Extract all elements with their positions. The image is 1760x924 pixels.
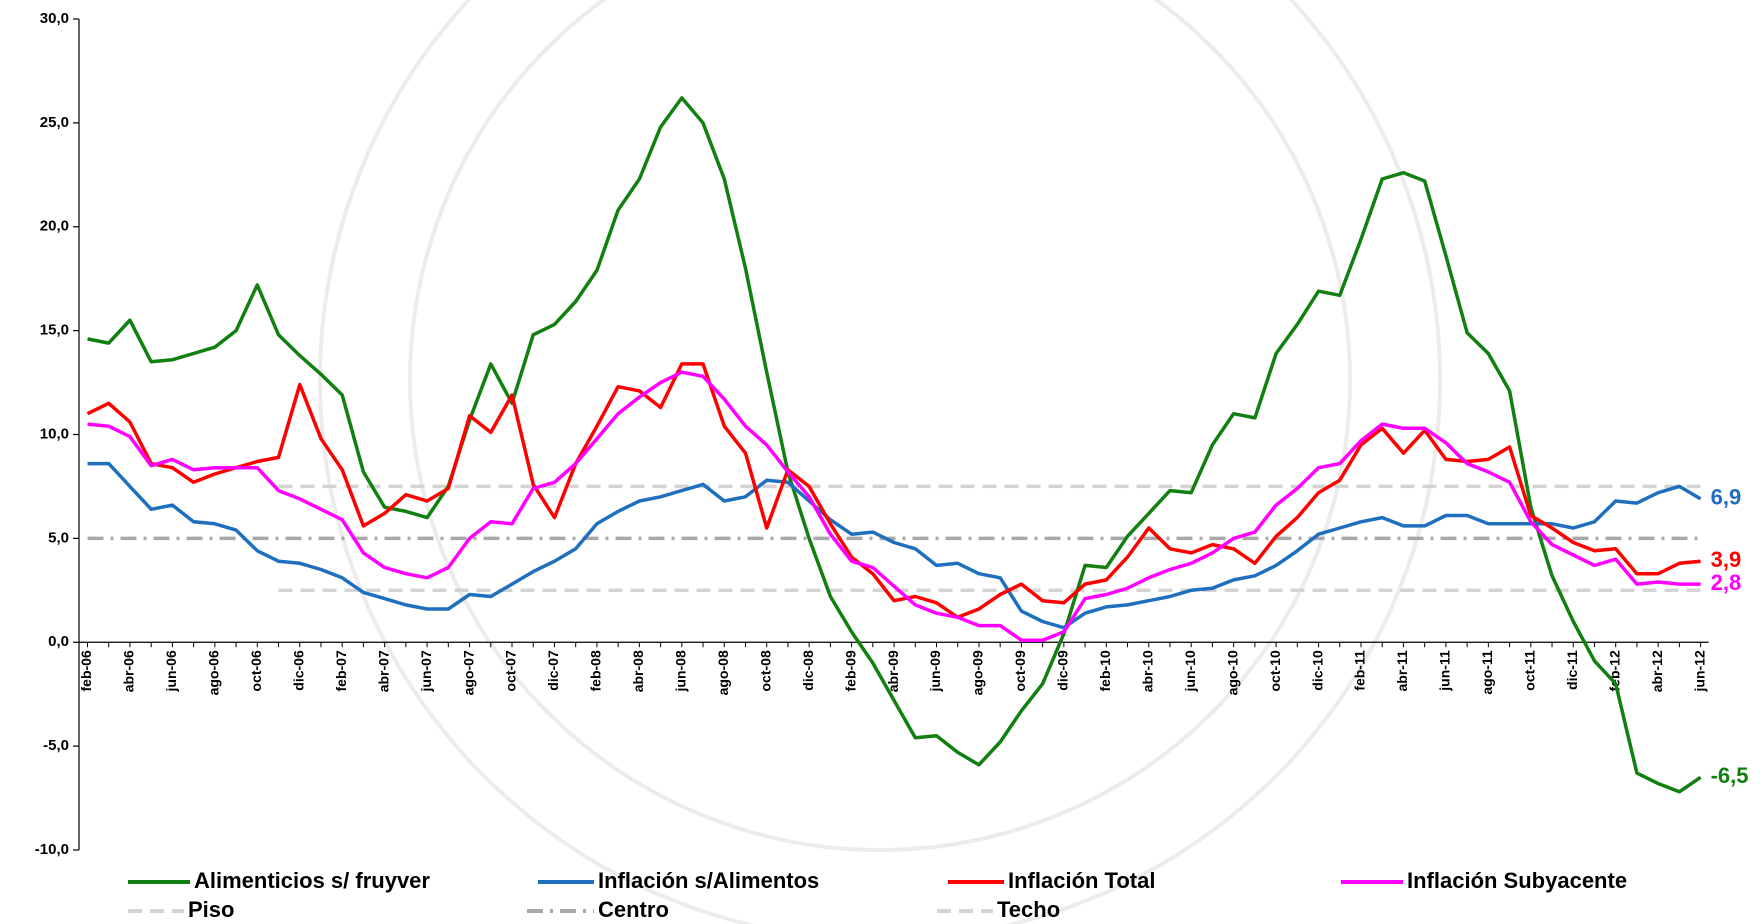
x-tick-label: dic-07 — [545, 650, 561, 691]
x-tick-label: ago-07 — [460, 650, 476, 695]
legend-label: Inflación s/Alimentos — [598, 868, 819, 893]
y-tick-label: 30,0 — [40, 10, 69, 27]
legend-label: Techo — [997, 897, 1060, 922]
legend-label: Centro — [598, 897, 669, 922]
x-tick-label: dic-08 — [800, 650, 816, 691]
x-tick-label: jun-10 — [1182, 650, 1198, 692]
x-tick-label: feb-11 — [1352, 650, 1368, 691]
y-tick-label: 10,0 — [40, 425, 69, 442]
series-line — [87, 370, 1701, 642]
legend-label: Inflación Total — [1008, 868, 1155, 893]
x-tick-label: ago-08 — [715, 650, 731, 695]
x-tick-label: jun-06 — [163, 650, 179, 692]
series-line — [86, 362, 1701, 620]
x-tick-label: abr-08 — [630, 650, 646, 692]
x-tick-label: oct-11 — [1522, 650, 1538, 691]
x-tick-label: abr-09 — [885, 650, 901, 692]
x-tick-label: ago-11 — [1479, 650, 1495, 695]
series-line — [87, 96, 1702, 794]
end-label: 2,8 — [1711, 570, 1742, 595]
x-tick-label: feb-06 — [78, 650, 94, 691]
watermark — [318, 0, 1442, 924]
y-tick-label: 15,0 — [40, 322, 69, 339]
x-tick-label: abr-10 — [1139, 650, 1155, 692]
x-tick-label: feb-07 — [333, 650, 349, 691]
y-tick-label: -5,0 — [43, 737, 69, 754]
x-tick-label: oct-06 — [248, 650, 264, 691]
legend-label: Inflación Subyacente — [1407, 868, 1627, 893]
x-tick-label: jun-12 — [1691, 650, 1707, 692]
end-label: 3,9 — [1711, 547, 1742, 572]
x-tick-label: dic-11 — [1564, 650, 1580, 690]
x-tick-label: dic-06 — [290, 650, 306, 691]
x-tick-label: feb-08 — [588, 650, 604, 691]
y-tick-label: 0,0 — [48, 633, 69, 650]
x-tick-label: jun-07 — [418, 650, 434, 692]
y-tick-label: 25,0 — [40, 114, 69, 131]
y-tick-label: 5,0 — [48, 529, 69, 546]
series-line — [87, 461, 1702, 630]
x-tick-label: oct-10 — [1267, 650, 1283, 691]
x-tick-label: ago-10 — [1224, 650, 1240, 695]
x-tick-label: oct-08 — [757, 650, 773, 691]
end-label: -6,5 — [1711, 763, 1749, 788]
x-tick-label: oct-09 — [1012, 650, 1028, 691]
x-tick-label: feb-10 — [1097, 650, 1113, 691]
y-tick-label: 20,0 — [40, 218, 69, 235]
x-tick-label: abr-11 — [1394, 650, 1410, 691]
x-tick-label: abr-12 — [1649, 650, 1665, 692]
y-tick-label: -10,0 — [35, 841, 69, 858]
x-tick-label: feb-09 — [842, 650, 858, 691]
end-label: 6,9 — [1711, 485, 1742, 510]
x-tick-label: ago-06 — [206, 650, 222, 695]
x-tick-label: ago-09 — [970, 650, 986, 695]
x-tick-label: abr-07 — [375, 650, 391, 692]
x-tick-label: dic-10 — [1309, 650, 1325, 691]
x-tick-label: jun-11 — [1437, 650, 1453, 692]
x-tick-label: jun-09 — [927, 650, 943, 692]
x-tick-label: oct-07 — [503, 650, 519, 691]
x-tick-label: feb-12 — [1606, 650, 1622, 691]
legend-label: Piso — [188, 897, 234, 922]
x-tick-label: abr-06 — [121, 650, 137, 692]
x-tick-label: jun-08 — [673, 650, 689, 692]
x-tick-label: dic-09 — [1055, 650, 1071, 691]
legend-label: Alimenticios s/ fruyver — [194, 868, 430, 893]
